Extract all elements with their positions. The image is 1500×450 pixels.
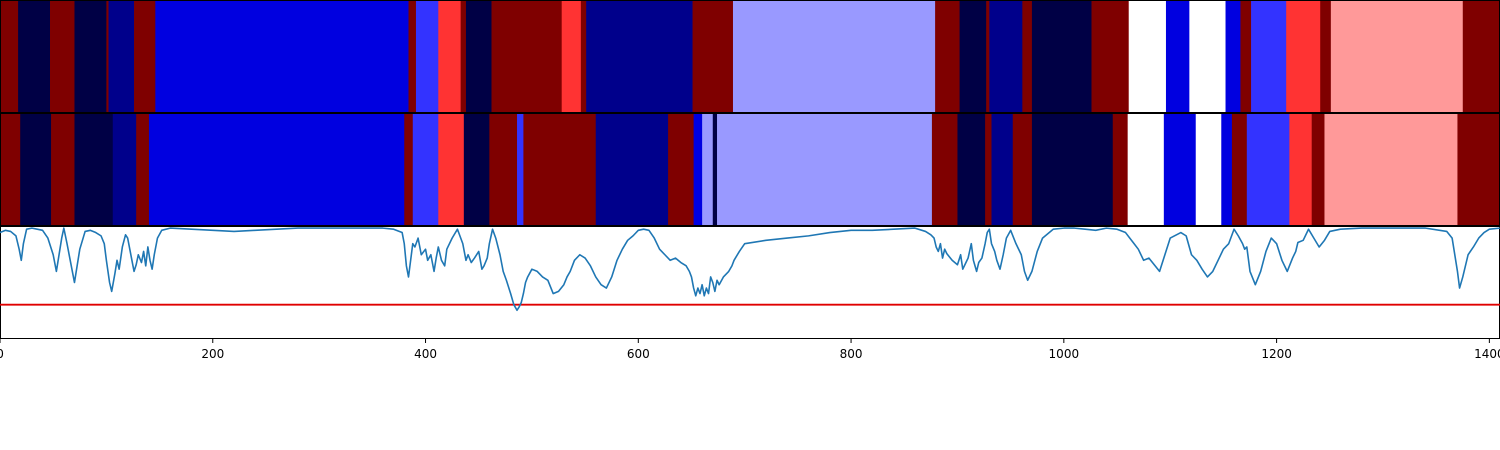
heatmap-row-2-segment-25 [991, 114, 1014, 225]
heatmap-row-2-segment-15 [559, 114, 597, 225]
heatmap-row-2-segment-9 [412, 114, 439, 225]
heatmap-row-1-segment-10 [415, 1, 439, 112]
heatmap-row-1-segment-7 [134, 1, 156, 112]
heatmap-row-2-segment-7 [148, 114, 405, 225]
heatmap-row-1-segment-13 [465, 1, 492, 112]
heatmap-row-1-segment-22 [986, 1, 990, 112]
line-panel [0, 226, 1500, 339]
heatmap-row-1-segment-35 [1330, 1, 1464, 112]
heatmap-row-2-segment-10 [438, 114, 465, 225]
heatmap-row-2-segment-21 [717, 114, 933, 225]
x-tick-label-1000: 1000 [1049, 347, 1080, 361]
heatmap-row-1 [0, 1, 1500, 112]
heatmap-row-2-segment-4 [74, 114, 114, 225]
heatmap-row-1-segment-26 [1091, 1, 1130, 112]
heatmap-row-2-segment-30 [1163, 114, 1197, 225]
heatmap-row-1-segment-4 [74, 1, 107, 112]
heatmap-row-2-segment-23 [957, 114, 986, 225]
heatmap-row-2-segment-5 [112, 114, 137, 225]
heatmap-row-2-segment-34 [1246, 114, 1290, 225]
heatmap-row-2-segment-32 [1221, 114, 1233, 225]
heatmap-row-1-segment-21 [959, 1, 987, 112]
heatmap-row-1-segment-3 [50, 1, 75, 112]
heatmap-row-1-segment-6 [108, 1, 135, 112]
heatmap-row-1-segment-28 [1165, 1, 1190, 112]
heatmap-row-1-segment-29 [1189, 1, 1226, 112]
heatmap-row-1-segment-11 [438, 1, 462, 112]
heatmap-row-1-segment-23 [989, 1, 1023, 112]
heatmap-row-2-segment-22 [931, 114, 958, 225]
heatmap-row-2-segment-16 [595, 114, 669, 225]
heatmap-row-1-segment-19 [732, 1, 936, 112]
heatmap-row-2-segment-17 [668, 114, 695, 225]
heatmap-row-1-segment-15 [561, 1, 582, 112]
x-tick-label-0: 0 [0, 347, 4, 361]
heatmap-row-2-segment-18 [693, 114, 703, 225]
heatmap-row-2-segment-11 [463, 114, 490, 225]
heatmap-row-2-segment-31 [1195, 114, 1222, 225]
heatmap-row-1-segment-33 [1286, 1, 1321, 112]
heatmap-row-1-segment-12 [460, 1, 467, 112]
x-tick-label-800: 800 [840, 347, 863, 361]
heatmap-row-2-segment-12 [489, 114, 518, 225]
heatmap-row-1-segment-34 [1320, 1, 1332, 112]
x-axis: 0 200 400 600 800 1000 1200 1400 [0, 339, 1500, 361]
x-tick-label-1200: 1200 [1261, 347, 1292, 361]
heatmap-row-1-segment-5 [106, 1, 109, 112]
series-line [0, 227, 1500, 312]
heatmap-row-2-segment-1 [0, 114, 21, 225]
x-tick-label-600: 600 [627, 347, 650, 361]
heatmap-row-1-segment-30 [1225, 1, 1241, 112]
heatmap-row-1-segment-20 [935, 1, 960, 112]
heatmap-row-2-segment-33 [1231, 114, 1248, 225]
heatmap-row-1-segment-1 [0, 1, 19, 112]
heatmap-row-2 [0, 114, 1500, 225]
heatmap-row-2-segment-24 [985, 114, 992, 225]
heatmap-row-1-segment-2 [18, 1, 51, 112]
heatmap-row-2-segment-36 [1311, 114, 1325, 225]
heatmap-row-2-segment-37 [1324, 114, 1458, 225]
heatmap-row-1-segment-18 [692, 1, 734, 112]
heatmap-row-1-segment-8 [155, 1, 409, 112]
heatmap-row-1-segment-27 [1128, 1, 1167, 112]
heatmap-row-2-segment-26 [1012, 114, 1033, 225]
line-panel-frame [0, 226, 1500, 339]
heatmap-row-1-segment-14 [491, 1, 563, 112]
heatmap-row-2-segment-29 [1127, 114, 1165, 225]
x-tick-label-200: 200 [201, 347, 224, 361]
heatmap-row-2-segment-14 [523, 114, 560, 225]
heatmap-row-2-segment-35 [1289, 114, 1313, 225]
heatmap-row-2-segment-3 [51, 114, 75, 225]
heatmap-row-1-segment-16 [580, 1, 587, 112]
heatmap-row-2-segment-2 [20, 114, 52, 225]
heatmap-row-2-segment-8 [404, 114, 414, 225]
heatmap-row-2-segment-19 [702, 114, 714, 225]
heatmap-row-1-segment-25 [1031, 1, 1092, 112]
heatmap-row-2-segment-13 [517, 114, 524, 225]
heatmap-row-1-segment-9 [408, 1, 417, 112]
heatmap-row-1-segment-32 [1251, 1, 1287, 112]
heatmap-row-1-segment-24 [1022, 1, 1033, 112]
heatmap-row-2-segment-38 [1457, 114, 1500, 225]
heatmap-row-1-segment-36 [1462, 1, 1500, 112]
x-tick-label-1400: 1400 [1474, 347, 1500, 361]
heatmap-row-1-segment-31 [1240, 1, 1252, 112]
heatmap-row-2-segment-28 [1112, 114, 1129, 225]
heatmap-row-2-segment-20 [712, 114, 718, 225]
heatmap-row-2-segment-6 [136, 114, 150, 225]
x-tick-label-400: 400 [414, 347, 437, 361]
heatmap-row-1-segment-17 [586, 1, 693, 112]
heatmap-row-2-segment-27 [1031, 114, 1114, 225]
